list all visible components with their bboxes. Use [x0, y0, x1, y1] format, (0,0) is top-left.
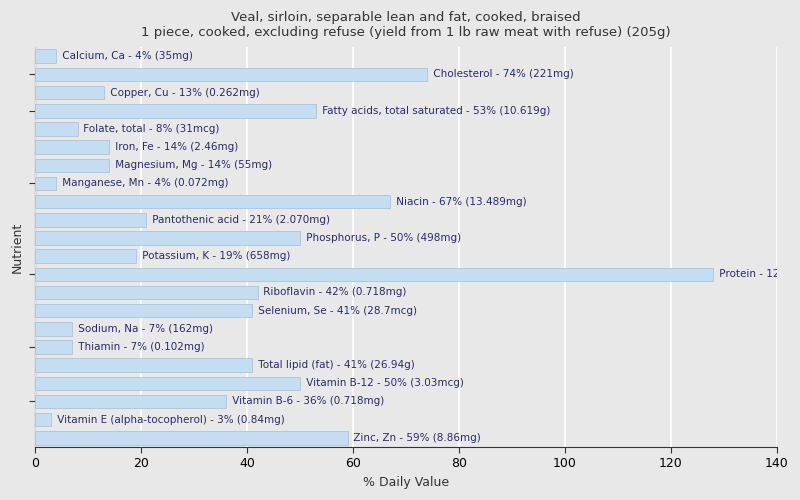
Text: Vitamin B-12 - 50% (3.03mcg): Vitamin B-12 - 50% (3.03mcg) [302, 378, 464, 388]
Bar [35, 431, 348, 444]
Text: Protein - 128% (64.08g): Protein - 128% (64.08g) [716, 270, 800, 280]
Bar [35, 231, 300, 245]
Bar [35, 68, 427, 82]
Bar [35, 195, 390, 208]
Bar [35, 158, 110, 172]
Bar [35, 86, 104, 100]
Bar [35, 286, 258, 300]
Text: Manganese, Mn - 4% (0.072mg): Manganese, Mn - 4% (0.072mg) [59, 178, 229, 188]
Text: Potassium, K - 19% (658mg): Potassium, K - 19% (658mg) [138, 251, 290, 261]
Text: Phosphorus, P - 50% (498mg): Phosphorus, P - 50% (498mg) [302, 233, 461, 243]
Bar [35, 50, 57, 63]
Text: Vitamin B-6 - 36% (0.718mg): Vitamin B-6 - 36% (0.718mg) [229, 396, 384, 406]
Text: Total lipid (fat) - 41% (26.94g): Total lipid (fat) - 41% (26.94g) [255, 360, 415, 370]
Bar [35, 394, 226, 408]
Text: Vitamin E (alpha-tocopherol) - 3% (0.84mg): Vitamin E (alpha-tocopherol) - 3% (0.84m… [54, 414, 285, 424]
Bar [35, 376, 300, 390]
Text: Magnesium, Mg - 14% (55mg): Magnesium, Mg - 14% (55mg) [112, 160, 272, 170]
Text: Selenium, Se - 41% (28.7mcg): Selenium, Se - 41% (28.7mcg) [255, 306, 417, 316]
Text: Zinc, Zn - 59% (8.86mg): Zinc, Zn - 59% (8.86mg) [350, 433, 482, 443]
Text: Iron, Fe - 14% (2.46mg): Iron, Fe - 14% (2.46mg) [112, 142, 238, 152]
Bar [35, 304, 253, 318]
Title: Veal, sirloin, separable lean and fat, cooked, braised
1 piece, cooked, excludin: Veal, sirloin, separable lean and fat, c… [142, 11, 671, 39]
Text: Riboflavin - 42% (0.718mg): Riboflavin - 42% (0.718mg) [261, 288, 406, 298]
Text: Sodium, Na - 7% (162mg): Sodium, Na - 7% (162mg) [75, 324, 213, 334]
Text: Cholesterol - 74% (221mg): Cholesterol - 74% (221mg) [430, 70, 574, 80]
Bar [35, 322, 72, 336]
Bar [35, 268, 714, 281]
Text: Folate, total - 8% (31mcg): Folate, total - 8% (31mcg) [80, 124, 220, 134]
Bar [35, 358, 253, 372]
Bar [35, 213, 146, 226]
Text: Copper, Cu - 13% (0.262mg): Copper, Cu - 13% (0.262mg) [106, 88, 259, 98]
Bar [35, 340, 72, 354]
Y-axis label: Nutrient: Nutrient [11, 222, 24, 272]
Text: Calcium, Ca - 4% (35mg): Calcium, Ca - 4% (35mg) [59, 52, 193, 62]
Text: Niacin - 67% (13.489mg): Niacin - 67% (13.489mg) [393, 196, 526, 206]
Bar [35, 413, 51, 426]
Text: Pantothenic acid - 21% (2.070mg): Pantothenic acid - 21% (2.070mg) [149, 215, 330, 225]
Text: Thiamin - 7% (0.102mg): Thiamin - 7% (0.102mg) [75, 342, 205, 352]
Bar [35, 250, 136, 263]
Text: Fatty acids, total saturated - 53% (10.619g): Fatty acids, total saturated - 53% (10.6… [318, 106, 550, 116]
X-axis label: % Daily Value: % Daily Value [363, 476, 449, 489]
Bar [35, 122, 78, 136]
Bar [35, 104, 316, 118]
Bar [35, 140, 110, 154]
Bar [35, 176, 57, 190]
